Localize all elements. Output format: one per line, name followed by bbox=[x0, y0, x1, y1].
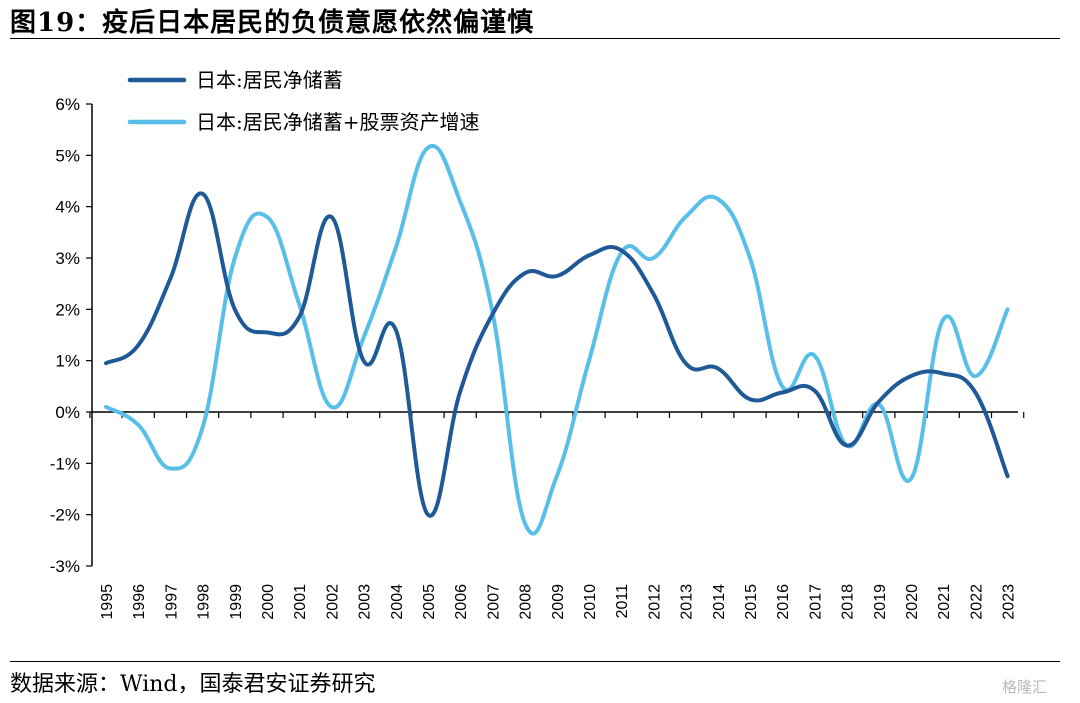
x-tick-label: 2000 bbox=[260, 584, 277, 620]
top-rule bbox=[10, 38, 1060, 39]
x-tick-label: 2021 bbox=[936, 584, 953, 620]
bottom-rule bbox=[10, 661, 1060, 662]
x-tick-label: 2015 bbox=[743, 584, 760, 620]
line-chart: -3% -2% -1% 0% 1% 2% 3% 4% 5% 6% 1995 1996 1997 1998 1… bbox=[50, 68, 1025, 620]
y-tick-label: -3% bbox=[50, 557, 80, 576]
watermark: 格隆汇 bbox=[1002, 678, 1048, 696]
x-tick-label: 2020 bbox=[904, 584, 921, 620]
series-line-2 bbox=[104, 144, 1010, 536]
x-tick-label: 1999 bbox=[228, 584, 245, 620]
series-line-1 bbox=[104, 191, 1010, 518]
x-tick-label: 2010 bbox=[582, 584, 599, 620]
source-note: 数据来源：Wind，国泰君安证券研究 bbox=[10, 672, 376, 697]
x-tick-label: 2007 bbox=[485, 584, 502, 620]
x-tick-label: 2011 bbox=[614, 584, 631, 619]
series-lines bbox=[104, 144, 1010, 536]
y-tick-label: 4% bbox=[55, 198, 80, 217]
x-tick-label: 2018 bbox=[840, 584, 857, 620]
x-tick-label: 2005 bbox=[421, 584, 438, 620]
x-tick-label: 2017 bbox=[807, 584, 824, 620]
y-tick-label: -1% bbox=[50, 454, 80, 473]
y-tick-label: 2% bbox=[55, 300, 80, 319]
x-tick-label: 2023 bbox=[1001, 584, 1018, 620]
y-tick-label: 0% bbox=[55, 403, 80, 422]
axes: -3% -2% -1% 0% 1% 2% 3% 4% 5% 6% 1995 1996 1997 1998 1… bbox=[50, 95, 1025, 620]
x-tick-label: 1996 bbox=[131, 584, 148, 620]
x-tick-label: 2013 bbox=[679, 584, 696, 620]
x-tick-label: 2003 bbox=[357, 584, 374, 620]
y-tick-label: -2% bbox=[50, 506, 80, 525]
y-tick-label: 1% bbox=[55, 352, 80, 371]
x-tick-label: 2006 bbox=[453, 584, 470, 620]
x-tick-label: 2004 bbox=[389, 584, 406, 620]
x-tick-label: 2009 bbox=[550, 584, 567, 620]
x-tick-label: 2014 bbox=[711, 584, 728, 620]
x-tick-label: 2001 bbox=[292, 584, 309, 620]
chart-title: 图19：疫后日本居民的负债意愿依然偏谨慎 bbox=[10, 8, 535, 38]
x-tick-label: 2016 bbox=[775, 584, 792, 620]
x-tick-label: 1998 bbox=[196, 584, 213, 620]
x-tick-label: 1995 bbox=[99, 584, 116, 620]
x-tick-label: 1997 bbox=[163, 584, 180, 620]
y-tick-label: 3% bbox=[55, 249, 80, 268]
x-tick-label: 2008 bbox=[518, 584, 535, 620]
y-tick-label: 6% bbox=[55, 95, 80, 114]
legend-label-2: 日本:居民净储蓄+股票资产增速 bbox=[196, 110, 480, 134]
legend-label-1: 日本:居民净储蓄 bbox=[196, 68, 343, 92]
x-tick-label: 2019 bbox=[872, 584, 889, 620]
x-tick-label: 2002 bbox=[324, 584, 341, 620]
y-tick-label: 5% bbox=[55, 146, 80, 165]
x-tick-label: 2022 bbox=[968, 584, 985, 620]
x-tick-label: 2012 bbox=[646, 584, 663, 620]
